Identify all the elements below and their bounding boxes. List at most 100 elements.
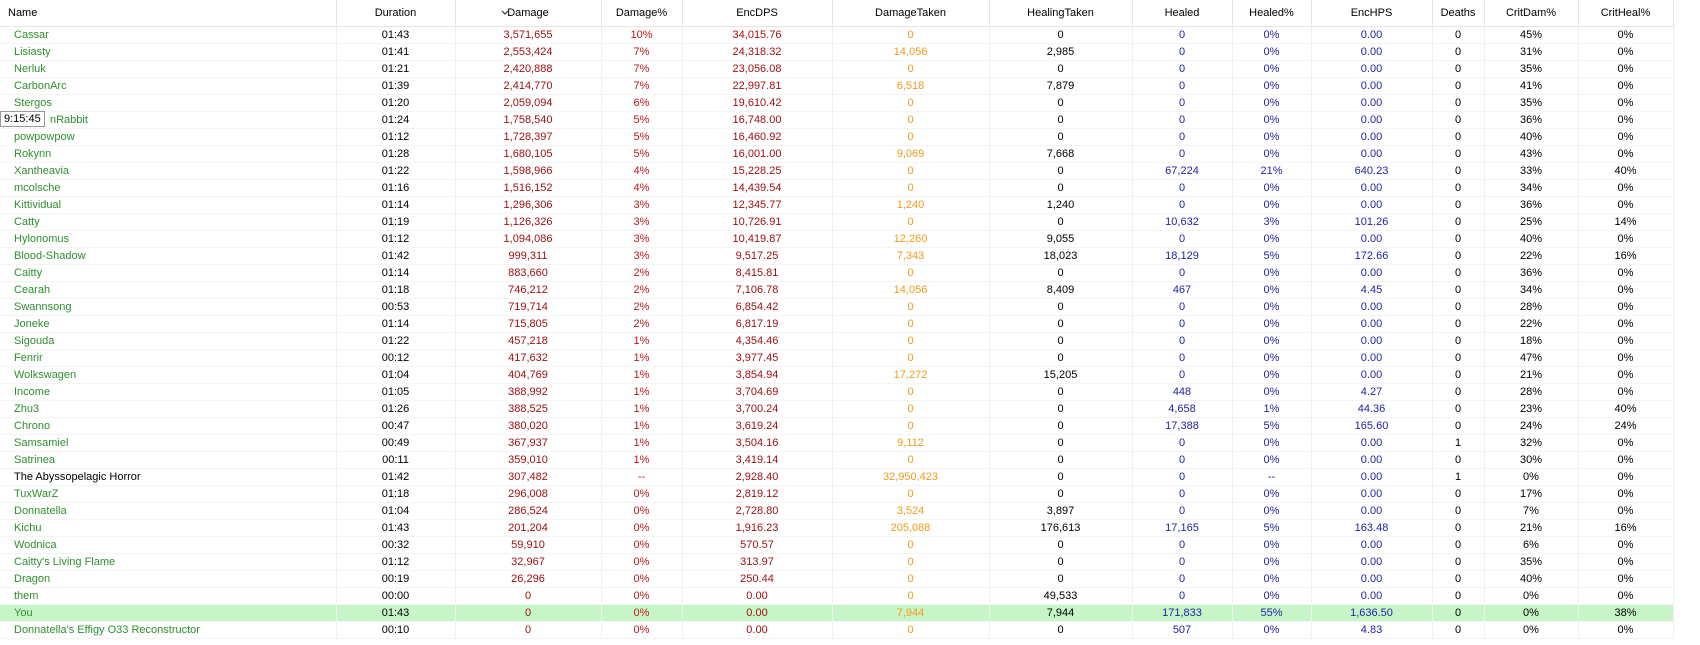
- cell: 7%: [601, 60, 683, 78]
- table-row[interactable]: Cassar 01:43 3,571,655 10% 34,015.76 0 0 0 0% 0.0…: [0, 26, 1674, 44]
- column-title: Healed%: [1249, 7, 1294, 19]
- cell: 3,524: [832, 502, 990, 520]
- cell: 0.00: [1311, 468, 1433, 486]
- column-header[interactable]: Damage: [455, 0, 602, 27]
- table-row[interactable]: Swannsong 00:53 719,714 2% 6,854.42 0 0 0 0% 0.00…: [0, 298, 1674, 316]
- table-row[interactable]: The Abyssopelagic Horror 01:42 307,482 -- 2,…: [0, 468, 1674, 486]
- cell: 0: [1432, 145, 1485, 163]
- cell: 0: [832, 451, 990, 469]
- cell: 1,728,397: [455, 128, 602, 146]
- cell: 719,714: [455, 298, 602, 316]
- cell: 0%: [1578, 553, 1674, 571]
- table-row[interactable]: Kichu 01:43 201,204 0% 1,916.23 205,088 176,61…: [0, 519, 1674, 537]
- table-row[interactable]: Samsamiel 00:49 367,937 1% 3,504.16 9,112 0 0 0%…: [0, 434, 1674, 452]
- cell: 0%: [1578, 485, 1674, 503]
- table-row[interactable]: Caitty's Living Flame 01:12 32,967 0% 313.97…: [0, 553, 1674, 571]
- cell: 0: [832, 400, 990, 418]
- cell: 0: [1132, 570, 1233, 588]
- column-header[interactable]: Name: [0, 0, 337, 27]
- cell: 35%: [1484, 553, 1579, 571]
- table-row[interactable]: Chrono 00:47 380,020 1% 3,619.24 0 0 17,388 5% 16…: [0, 417, 1674, 435]
- column-header[interactable]: Healed: [1132, 0, 1233, 27]
- cell: 40%: [1484, 230, 1579, 248]
- column-header[interactable]: EncHPS: [1311, 0, 1433, 27]
- cell: 15,205: [989, 366, 1133, 384]
- table-row[interactable]: CarbonArc 01:39 2,414,770 7% 22,997.81 6,518 7…: [0, 77, 1674, 95]
- cell: 388,992: [455, 383, 602, 401]
- column-header[interactable]: Healed%: [1232, 0, 1312, 27]
- column-header[interactable]: CritHeal%: [1578, 0, 1674, 27]
- cell: 0%: [601, 604, 683, 622]
- table-row[interactable]: Zhu3 01:26 388,525 1% 3,700.24 0 0 4,658 1% 44.36…: [0, 400, 1674, 418]
- table-row[interactable]: mcolsche 01:16 1,516,152 4% 14,439.54 0 0 0 0% 0.…: [0, 179, 1674, 197]
- table-row[interactable]: nRabbit 01:24 1,758,540 5% 16,748.00 0 0 0 0% 0.0…: [0, 111, 1674, 129]
- table-row[interactable]: Catty 01:19 1,126,326 3% 10,726.91 0 0 10,632 3%…: [0, 213, 1674, 231]
- cell: 457,218: [455, 332, 602, 350]
- cell: 0: [1132, 145, 1233, 163]
- table-row[interactable]: Caitty 01:14 883,660 2% 8,415.81 0 0 0 0% 0.00 0 36…: [0, 264, 1674, 282]
- cell: 0.00: [1311, 77, 1433, 95]
- cell: 0: [1132, 536, 1233, 554]
- table-row[interactable]: Cearah 01:18 746,212 2% 7,106.78 14,056 8,409 4…: [0, 281, 1674, 299]
- table-row[interactable]: Blood-Shadow 01:42 999,311 3% 9,517.25 7,343 1…: [0, 247, 1674, 265]
- column-header[interactable]: CritDam%: [1484, 0, 1579, 27]
- cell: 883,660: [455, 264, 602, 282]
- column-header[interactable]: Deaths: [1432, 0, 1485, 27]
- table-row[interactable]: Dragon 00:19 26,296 0% 250.44 0 0 0 0% 0.00 0 40% 0%: [0, 570, 1674, 588]
- cell: 1%: [601, 417, 683, 435]
- column-header[interactable]: DamageTaken: [832, 0, 990, 27]
- table-row[interactable]: Joneke 01:14 715,805 2% 6,817.19 0 0 0 0% 0.00 0 22…: [0, 315, 1674, 333]
- cell: 0%: [1232, 315, 1312, 333]
- table-row[interactable]: Income 01:05 388,992 1% 3,704.69 0 0 448 0% 4.27 0…: [0, 383, 1674, 401]
- cell: 0: [832, 315, 990, 333]
- table-row[interactable]: Wodnica 00:32 59,910 0% 570.57 0 0 0 0% 0.00 0 6% 0%: [0, 536, 1674, 554]
- cell: 0%: [601, 502, 683, 520]
- cell: 1%: [601, 451, 683, 469]
- table-row[interactable]: Stergos 01:20 2,059,094 6% 19,610.42 0 0 0 0% 0.0…: [0, 94, 1674, 112]
- column-header[interactable]: EncDPS: [682, 0, 833, 27]
- table-row[interactable]: Wolkswagen 01:04 404,769 1% 3,854.94 17,272 15…: [0, 366, 1674, 384]
- cell: 10%: [601, 26, 683, 44]
- table-row[interactable]: Kittividual 01:14 1,296,306 3% 12,345.77 1,24…: [0, 196, 1674, 214]
- table-row[interactable]: Lisiasty 01:41 2,553,424 7% 24,318.32 14,056 2…: [0, 43, 1674, 61]
- cell: 6%: [601, 94, 683, 112]
- cell: 1: [1432, 434, 1485, 452]
- table-row[interactable]: Xantheavia 01:22 1,598,966 4% 15,228.25 0 0 67,…: [0, 162, 1674, 180]
- cell: 01:18: [336, 281, 456, 299]
- table-row[interactable]: powpowpow 01:12 1,728,397 5% 16,460.92 0 0 0 0% 0…: [0, 128, 1674, 146]
- cell: 12,260: [832, 230, 990, 248]
- table-row[interactable]: Fenrir 00:12 417,632 1% 3,977.45 0 0 0 0% 0.00 0 47…: [0, 349, 1674, 367]
- cell: 01:20: [336, 94, 456, 112]
- table-row[interactable]: Satrinea 00:11 359,010 1% 3,419.14 0 0 0 0% 0.00 0…: [0, 451, 1674, 469]
- table-row[interactable]: Donnatella 01:04 286,524 0% 2,728.80 3,524 3,8…: [0, 502, 1674, 520]
- cell: 0.00: [1311, 298, 1433, 316]
- cell: Wodnica: [0, 536, 337, 554]
- table-row[interactable]: Rokynn 01:28 1,680,105 5% 16,001.00 9,069 7,66…: [0, 145, 1674, 163]
- cell: 35%: [1484, 94, 1579, 112]
- cell: 0%: [601, 621, 683, 639]
- table-row[interactable]: Sigouda 01:22 457,218 1% 4,354.46 0 0 0 0% 0.00 0 1…: [0, 332, 1674, 350]
- column-header[interactable]: Duration: [336, 0, 456, 27]
- cell: Swannsong: [0, 298, 337, 316]
- cell: 0%: [1578, 502, 1674, 520]
- cell: 34%: [1484, 281, 1579, 299]
- table-row[interactable]: them 00:00 0 0% 0.00 0 49,533 0 0% 0.00 0 0% 0%: [0, 587, 1674, 605]
- table-row[interactable]: You 01:43 0 0% 0.00 7,944 7,944 171,833 55% 1,636…: [0, 604, 1674, 622]
- table-row[interactable]: Nerluk 01:21 2,420,888 7% 23,056.08 0 0 0 0% 0.00…: [0, 60, 1674, 78]
- cell: 00:47: [336, 417, 456, 435]
- table-row[interactable]: TuxWarZ 01:18 296,008 0% 2,819.12 0 0 0 0% 0.00 0 1…: [0, 485, 1674, 503]
- column-header[interactable]: Damage%: [601, 0, 683, 27]
- cell: 507: [1132, 621, 1233, 639]
- cell: 14%: [1578, 213, 1674, 231]
- table-row[interactable]: Hylonomus 01:12 1,094,086 3% 10,419.87 12,260…: [0, 230, 1674, 248]
- cell: 32,967: [455, 553, 602, 571]
- cell: 0%: [1484, 621, 1579, 639]
- table-row[interactable]: Donnatella's Effigy O33 Reconstructor 00:…: [0, 621, 1674, 639]
- cell: 0: [832, 570, 990, 588]
- cell: 16,748.00: [682, 111, 833, 129]
- column-header[interactable]: HealingTaken: [989, 0, 1133, 27]
- cell: 00:10: [336, 621, 456, 639]
- cell: 1,094,086: [455, 230, 602, 248]
- cell: 0: [1132, 128, 1233, 146]
- cell: 3,504.16: [682, 434, 833, 452]
